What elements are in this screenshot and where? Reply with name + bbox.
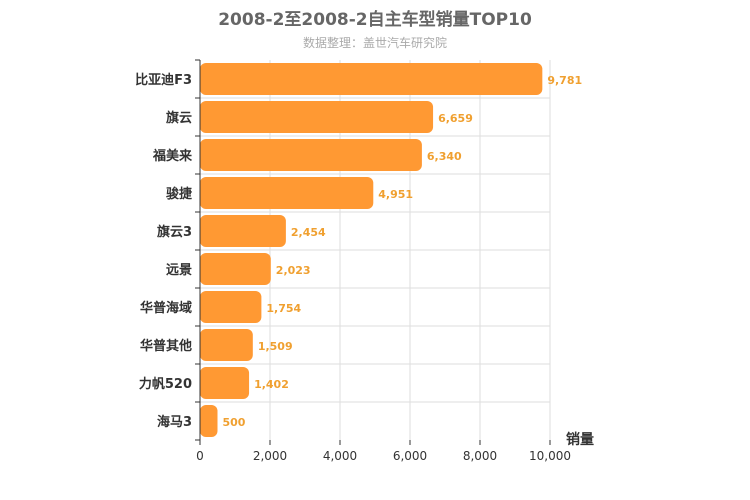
bar	[200, 367, 250, 399]
x-tick-label: 4,000	[323, 449, 357, 463]
data-label: 2,023	[276, 264, 311, 277]
labels-layer: 0 2,000 4,000 6,000 8,000 10,000 比亚迪F3 9,781 旗云 6…	[135, 72, 582, 463]
category-label: 骏捷	[166, 186, 193, 202]
category-label: 华普海域	[140, 300, 192, 316]
data-label: 6,659	[438, 112, 473, 125]
data-label: 9,781	[547, 74, 582, 87]
bar	[200, 253, 271, 285]
bar	[200, 177, 374, 209]
category-label: 海马3	[157, 414, 192, 430]
bar	[200, 291, 262, 323]
x-axis-title: 销量	[566, 431, 594, 448]
grid-layer	[199, 60, 551, 440]
category-label: 旗云	[166, 110, 192, 126]
data-label: 1,509	[258, 340, 293, 353]
bars-layer	[200, 63, 543, 437]
category-label: 远景	[166, 263, 192, 278]
bar	[200, 139, 422, 171]
x-tick-label: 8,000	[463, 449, 497, 463]
category-label: 旗云3	[157, 224, 192, 240]
category-label: 力帆520	[139, 376, 192, 392]
data-label: 2,454	[291, 226, 326, 239]
data-label: 500	[223, 416, 246, 429]
x-tick-label: 0	[196, 449, 204, 463]
category-label: 华普其他	[140, 338, 192, 354]
bar	[200, 63, 543, 95]
chart-subtitle: 数据整理：盖世汽车研究院	[302, 36, 447, 50]
bar	[200, 215, 286, 247]
bar	[200, 329, 253, 361]
chart-title: 2008-2至2008-2自主车型销量TOP10	[218, 10, 532, 30]
x-tick-label: 10,000	[529, 449, 571, 463]
x-tick-label: 6,000	[393, 449, 427, 463]
bar	[200, 405, 218, 437]
data-label: 4,951	[378, 188, 413, 201]
category-label: 福美来	[152, 148, 193, 164]
category-label: 比亚迪F3	[135, 72, 192, 88]
axes-layer	[195, 59, 551, 445]
data-label: 1,402	[254, 378, 289, 391]
x-tick-label: 2,000	[253, 449, 287, 463]
data-label: 1,754	[266, 302, 301, 315]
data-label: 6,340	[427, 150, 462, 163]
bar	[200, 101, 434, 133]
